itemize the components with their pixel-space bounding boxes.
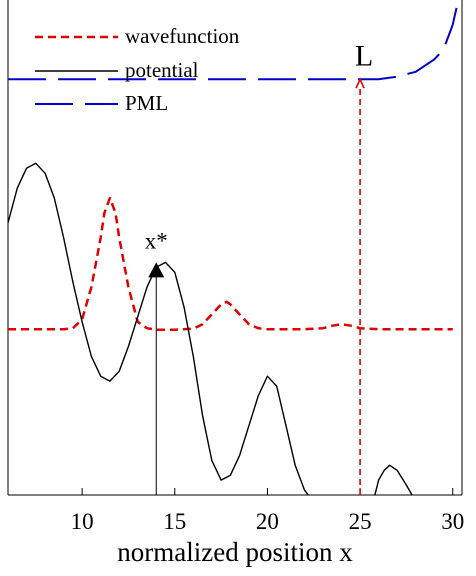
x-ticks: 10 15 20 25 30 — [71, 488, 464, 534]
annotation-arrowhead-x-star — [148, 262, 165, 278]
annotation-arrowhead-l — [355, 77, 365, 89]
legend-label-pml: PML — [125, 91, 168, 115]
legend: wavefunction potential PML — [35, 24, 240, 115]
x-tick-label-15: 15 — [163, 509, 186, 534]
series-layer — [8, 0, 460, 496]
legend-label-potential: potential — [125, 58, 199, 82]
annotation-label-x-star: x* — [145, 229, 168, 254]
annotation-layer: x* L — [145, 39, 373, 495]
legend-label-wavefunction: wavefunction — [125, 24, 240, 48]
series-line-wavefunction — [8, 196, 453, 331]
legend-entry-pml: PML — [35, 91, 168, 115]
series-line-pml — [8, 0, 460, 81]
x-axis-label: normalized position x — [117, 537, 353, 567]
x-tick-label-20: 20 — [256, 509, 279, 534]
x-tick-label-25: 25 — [349, 509, 372, 534]
legend-entry-potential: potential — [35, 58, 199, 82]
annotation-label-l: L — [355, 39, 373, 72]
plot-frame — [7, 0, 463, 496]
x-tick-label-30: 30 — [441, 509, 464, 534]
series-line-potential — [8, 162, 309, 496]
x-tick-label-10: 10 — [71, 509, 94, 534]
legend-entry-wavefunction: wavefunction — [35, 24, 240, 48]
series-line-potential-tail — [374, 464, 413, 496]
